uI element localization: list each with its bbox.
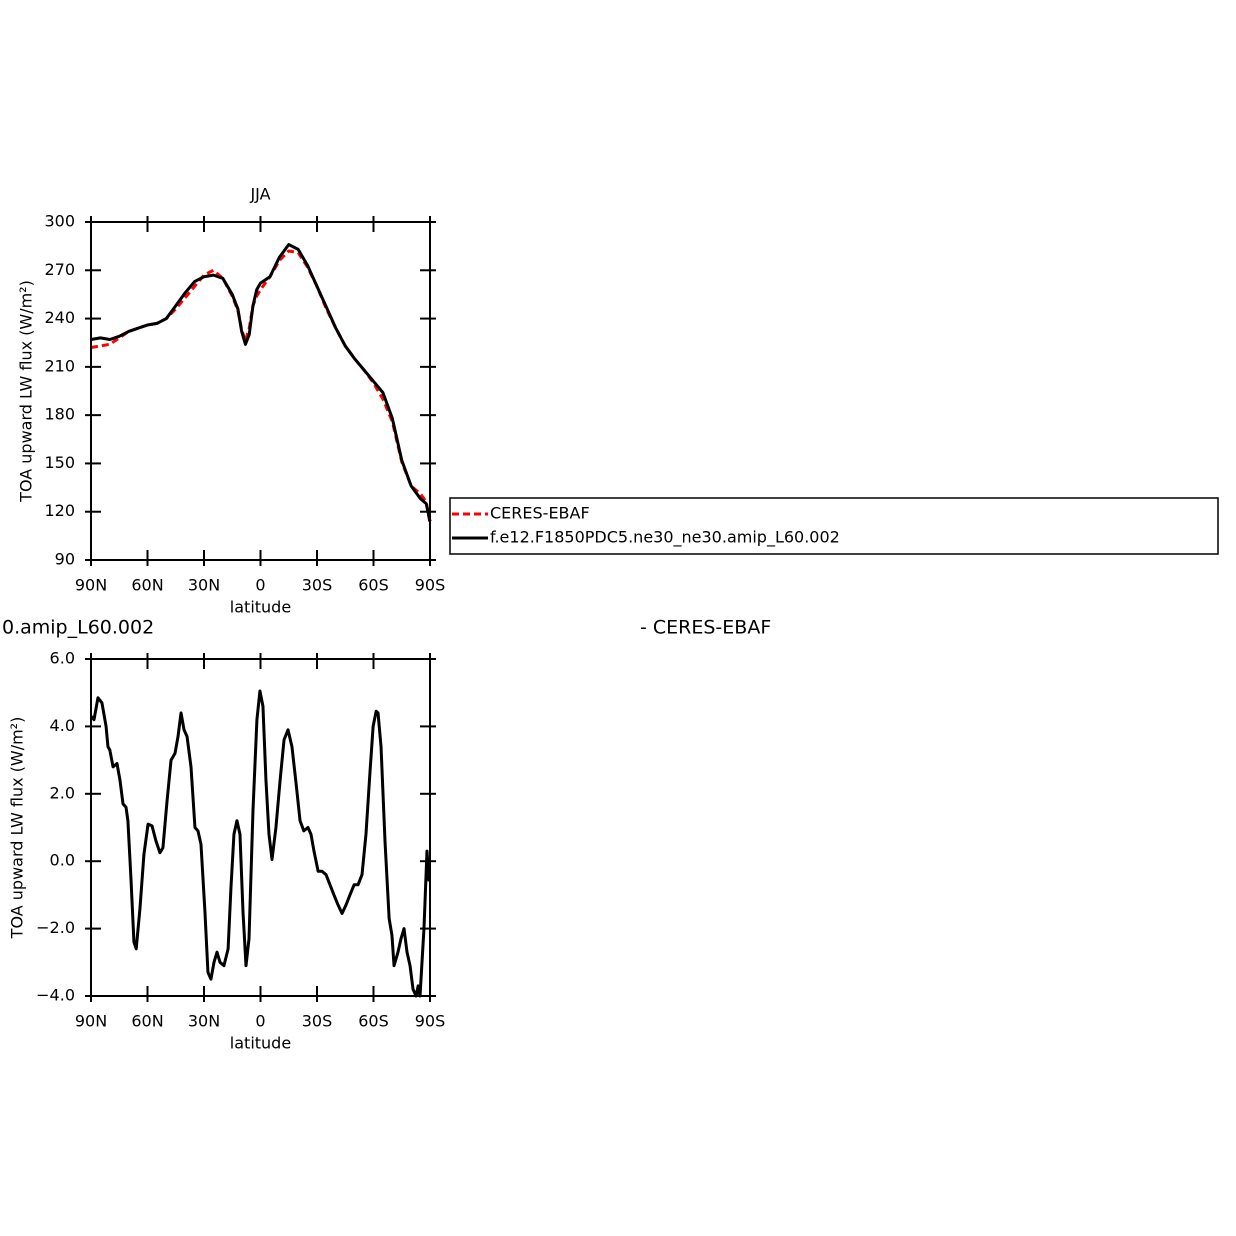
y-tick-label: 210 — [44, 356, 75, 375]
y-tick-label: 0.0 — [50, 851, 75, 870]
y-tick-label: 2.0 — [50, 783, 75, 802]
x-tick-label: 30N — [188, 1012, 220, 1031]
x-tick-label: 0 — [255, 1012, 265, 1031]
y-axis-label: TOA upward LW flux (W/m²) — [8, 717, 27, 940]
x-tick-label: 60N — [131, 1012, 163, 1031]
x-axis-label: latitude — [230, 1034, 291, 1053]
x-tick-label: 90S — [415, 1012, 446, 1031]
series-line — [90, 243, 432, 522]
legend-label: f.e12.F1850PDC5.ne30_ne30.amip_L60.002 — [490, 528, 840, 548]
x-tick-label: 90S — [415, 576, 446, 595]
y-tick-label: −4.0 — [36, 986, 75, 1005]
y-tick-label: 120 — [44, 501, 75, 520]
x-tick-label: 30S — [302, 576, 333, 595]
y-tick-label: 90 — [55, 550, 75, 569]
y-tick-label: 270 — [44, 260, 75, 279]
plot-frame — [90, 221, 431, 561]
x-tick-label: 60S — [358, 576, 389, 595]
y-tick-label: 150 — [44, 453, 75, 472]
x-tick-label: 90N — [75, 1012, 107, 1031]
y-tick-label: 240 — [44, 308, 75, 327]
y-tick-label: 180 — [44, 405, 75, 424]
legend-box — [449, 497, 1219, 555]
y-tick-label: 4.0 — [50, 716, 75, 735]
chart-title: JJA — [249, 185, 270, 204]
x-tick-label: 60S — [358, 1012, 389, 1031]
y-tick-label: 300 — [44, 212, 75, 231]
chart-title-right: - CERES-EBAF — [640, 617, 771, 639]
x-tick-label: 0 — [255, 576, 265, 595]
x-axis-label: latitude — [230, 598, 291, 617]
plot-frame — [90, 658, 431, 997]
y-tick-label: 6.0 — [50, 649, 75, 668]
legend-label: CERES-EBAF — [490, 504, 590, 523]
x-tick-label: 30N — [188, 576, 220, 595]
x-tick-label: 30S — [302, 1012, 333, 1031]
x-tick-label: 90N — [75, 576, 107, 595]
y-tick-label: −2.0 — [36, 918, 75, 937]
y-axis-label: TOA upward LW flux (W/m²) — [17, 280, 36, 503]
x-tick-label: 60N — [131, 576, 163, 595]
chart-title-left: 0.amip_L60.002 — [2, 617, 154, 639]
series-line — [89, 689, 431, 998]
